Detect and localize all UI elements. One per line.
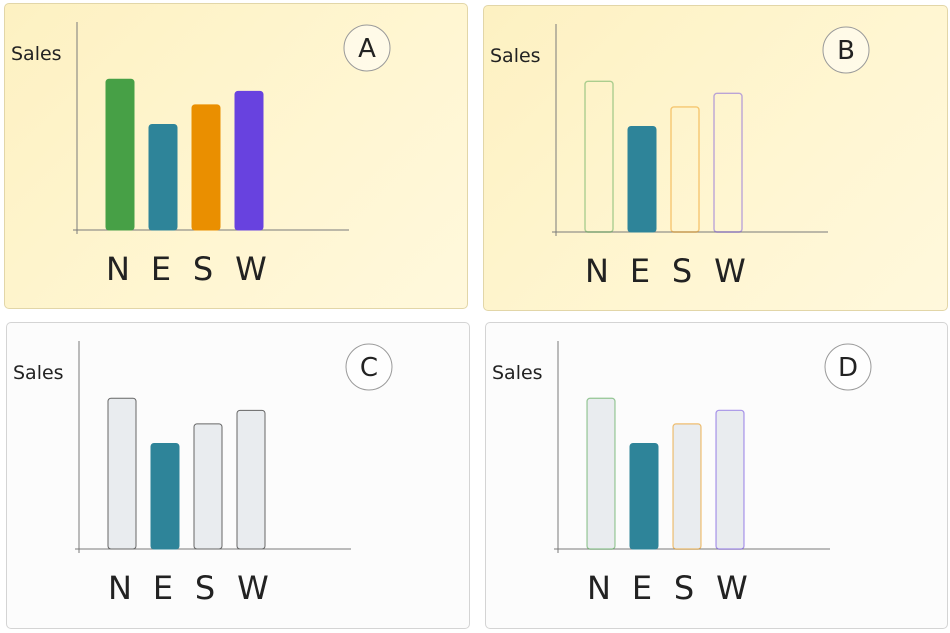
chart-panel-b: B Sales N E S W: [483, 5, 948, 311]
panel-badge-circle: [822, 26, 870, 74]
y-axis-label: Sales: [492, 362, 543, 384]
category-label-w: W: [714, 252, 746, 290]
category-label-w: W: [235, 250, 267, 288]
category-label-e: E: [153, 569, 173, 607]
category-label-w: W: [237, 569, 269, 607]
chart-panel-d: D Sales N E S W: [485, 322, 948, 629]
category-label-w: W: [716, 569, 748, 607]
y-axis-label: Sales: [13, 362, 64, 384]
panel-badge-letter: A: [358, 34, 376, 64]
category-label-n: N: [106, 250, 130, 288]
panel-badge-letter: D: [838, 353, 858, 383]
panel-badge-letter: C: [360, 353, 378, 383]
category-label-n: N: [585, 252, 609, 290]
category-label-s: S: [674, 569, 694, 607]
bar-chart-c: C Sales N E S W: [13, 341, 393, 607]
category-label-s: S: [672, 252, 692, 290]
bar-s-b: [670, 106, 700, 233]
bar-n-d: [586, 397, 616, 550]
category-label-e: E: [632, 569, 652, 607]
bar-chart-b: B Sales N E S W: [490, 24, 870, 290]
y-axis-label: Sales: [11, 43, 62, 65]
bar-n-c: [107, 397, 137, 550]
bar-e-c: [150, 442, 180, 550]
bar-e-b: [627, 125, 657, 233]
category-label-n: N: [587, 569, 611, 607]
panel-badge-circle: [824, 343, 872, 391]
bar-w-c: [236, 409, 266, 550]
y-axis-label: Sales: [490, 45, 541, 67]
bar-s-c: [193, 423, 223, 550]
panel-badge-circle: [345, 343, 393, 391]
category-label-e: E: [151, 250, 171, 288]
bar-chart-a: A Sales N E S W: [11, 22, 391, 288]
bar-chart-d: D Sales N E S W: [492, 341, 872, 607]
bar-w-a: [234, 90, 264, 231]
bar-s-a: [191, 104, 221, 231]
bar-s-d: [672, 423, 702, 550]
chart-panel-a: A Sales N E S W: [4, 3, 468, 309]
panel-badge-letter: B: [837, 36, 855, 66]
bar-w-b: [713, 92, 743, 233]
panel-badge-circle: [343, 24, 391, 72]
category-label-s: S: [195, 569, 215, 607]
category-label-s: S: [193, 250, 213, 288]
bar-e-a: [148, 123, 178, 231]
chart-panel-c: C Sales N E S W: [6, 322, 470, 629]
category-label-n: N: [108, 569, 132, 607]
bar-n-b: [584, 80, 614, 233]
bar-e-d: [629, 442, 659, 550]
bar-n-a: [105, 78, 135, 231]
category-label-e: E: [630, 252, 650, 290]
bar-w-d: [715, 409, 745, 550]
